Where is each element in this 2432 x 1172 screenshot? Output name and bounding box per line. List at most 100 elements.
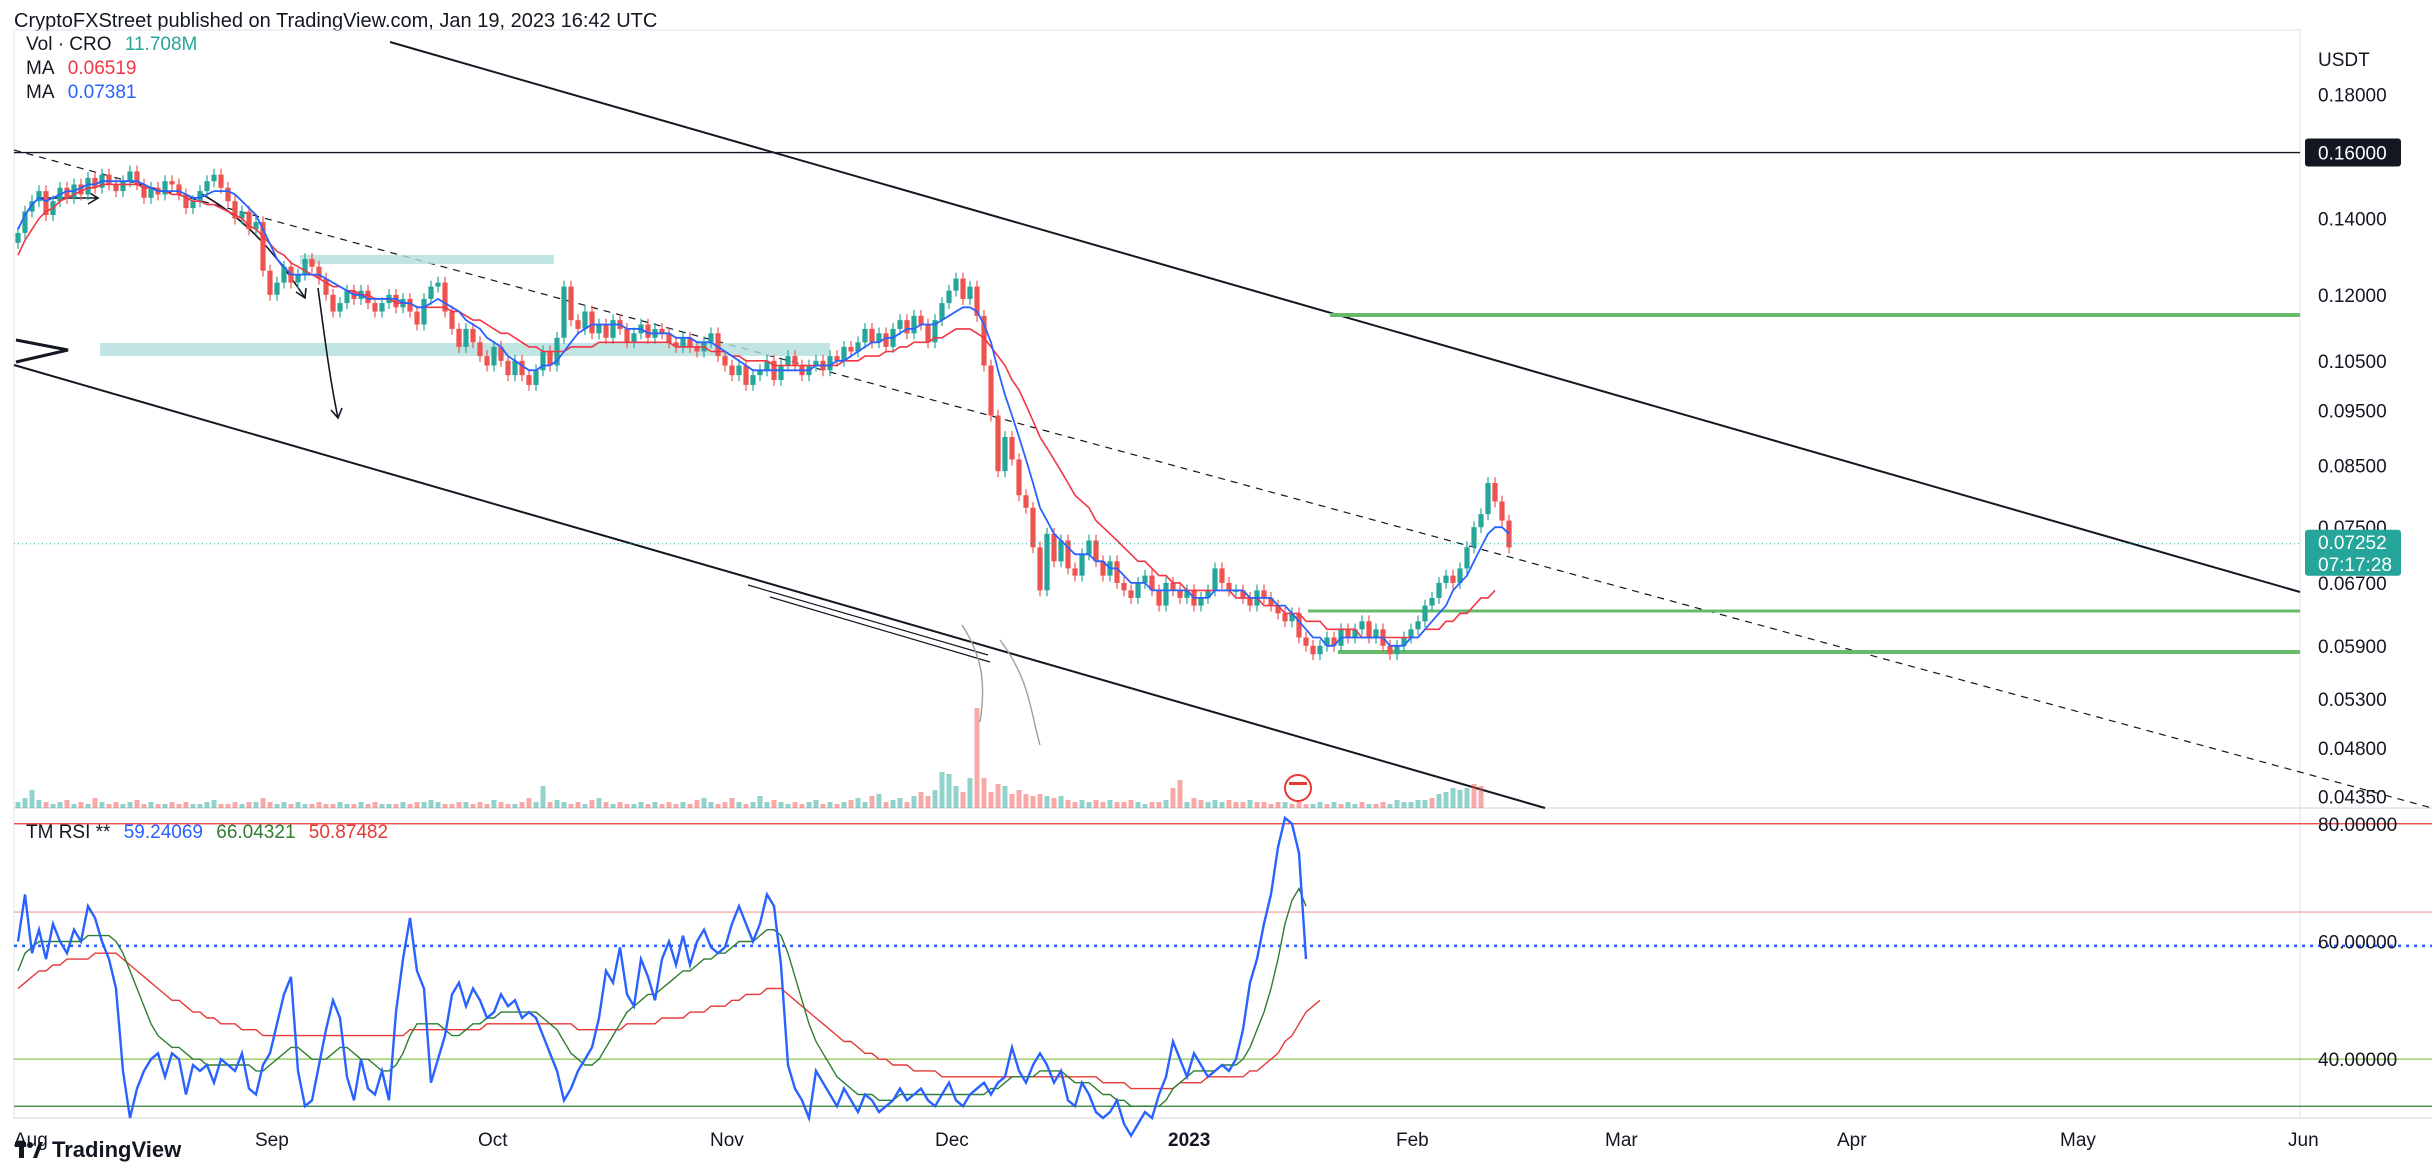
candle-body-10 [85,177,91,195]
volume-bar-81 [582,804,588,808]
volume-bar-183 [1296,802,1302,808]
candle-body-192 [1359,621,1365,630]
volume-bar-25 [190,804,196,808]
candle-body-111 [792,356,798,366]
candle-body-27 [204,181,210,192]
volume-bar-54 [393,804,399,808]
volume-bar-207 [1464,788,1470,808]
candle-body-37 [274,282,280,295]
candle-body-46 [337,303,343,312]
volume-bar-126 [897,798,903,808]
candle-body-58 [421,298,427,325]
volume-bar-11 [92,798,98,808]
time-tick-label-1: Sep [255,1130,289,1151]
volume-bar-128 [911,796,917,808]
volume-bar-117 [834,804,840,808]
volume-bar-88 [631,804,637,808]
legend-ma-red-value: 0.06519 [67,58,137,79]
volume-bar-188 [1331,802,1337,808]
volume-bar-71 [512,804,518,808]
candle-body-121 [862,328,868,343]
tradingview-footer[interactable]: TradingView [14,1135,181,1165]
candle-body-204 [1443,575,1449,583]
rsi-legend-label: TM RSI ** [26,822,111,843]
candle-body-95 [680,337,686,347]
volume-bar-131 [932,790,938,808]
candle-body-81 [582,311,588,329]
candle-body-84 [603,324,609,338]
volume-bar-176 [1247,800,1253,808]
candle-body-158 [1121,582,1127,591]
volume-bar-186 [1317,802,1323,808]
candle-body-203 [1436,582,1442,598]
volume-bar-68 [491,800,497,808]
volume-bar-10 [85,804,91,808]
rsi-tick-label-0: 80.00000 [2318,815,2397,836]
candle-body-50 [365,290,371,304]
volume-bar-115 [820,804,826,808]
volume-bar-134 [953,786,959,808]
volume-bar-20 [155,804,161,808]
candle-body-143 [1016,459,1022,496]
candle-body-71 [512,360,518,376]
candle-body-52 [379,303,385,312]
volume-bar-199 [1408,802,1414,808]
candle-body-62 [449,311,455,329]
volume-bar-104 [743,804,749,808]
volume-bar-59 [428,800,434,808]
candle-body-209 [1478,514,1484,528]
volume-bar-105 [750,802,756,808]
volume-bar-205 [1450,788,1456,808]
candle-body-56 [407,298,413,312]
volume-bar-138 [981,778,987,808]
volume-bar-121 [862,802,868,808]
volume-bar-127 [904,802,910,808]
volume-bar-187 [1324,804,1330,808]
candle-body-74 [533,370,539,385]
ma-blue-line [17,180,1510,647]
volume-bar-45 [330,804,336,808]
volume-bar-203 [1436,794,1442,808]
volume-bar-35 [260,798,266,808]
candle-body-4 [43,191,49,216]
volume-bar-46 [337,802,343,808]
price-tick-label-0: 0.18000 [2318,85,2387,106]
candle-body-0 [15,232,21,243]
volume-bar-76 [547,802,553,808]
candle-body-163 [1156,590,1162,606]
volume-bar-108 [771,800,777,808]
volume-bar-3 [36,800,42,808]
volume-bar-193 [1366,804,1372,808]
volume-bar-100 [715,804,721,808]
candle-body-211 [1492,483,1498,502]
chevron-drawing [15,338,69,364]
volume-bar-196 [1387,804,1393,808]
candle-body-199 [1408,629,1414,638]
candle-body-180 [1275,605,1281,614]
countdown-text: 07:17:28 [2318,555,2392,576]
volume-bar-97 [694,800,700,808]
volume-bar-181 [1282,802,1288,808]
candle-body-90 [645,324,651,338]
candle-body-161 [1142,575,1148,583]
volume-bar-17 [134,800,140,808]
candle-body-190 [1345,629,1351,638]
projection-arrows [961,624,1041,746]
candle-body-118 [841,346,847,361]
volume-bar-7 [64,800,70,808]
currency-label: USDT [2318,50,2370,71]
volume-bar-185 [1310,804,1316,808]
volume-bar-139 [988,792,994,808]
candle-body-24 [183,194,189,209]
candle-body-186 [1317,645,1323,655]
volume-bar-16 [127,802,133,808]
volume-bar-148 [1051,798,1057,808]
candle-body-40 [295,274,301,283]
candle-body-9 [78,184,84,195]
candle-body-173 [1226,582,1232,591]
price-tick-label-8: 0.05900 [2318,637,2387,658]
candle-body-32 [239,211,245,219]
price-tick-label-9: 0.05300 [2318,690,2387,711]
volume-bar-122 [869,796,875,808]
